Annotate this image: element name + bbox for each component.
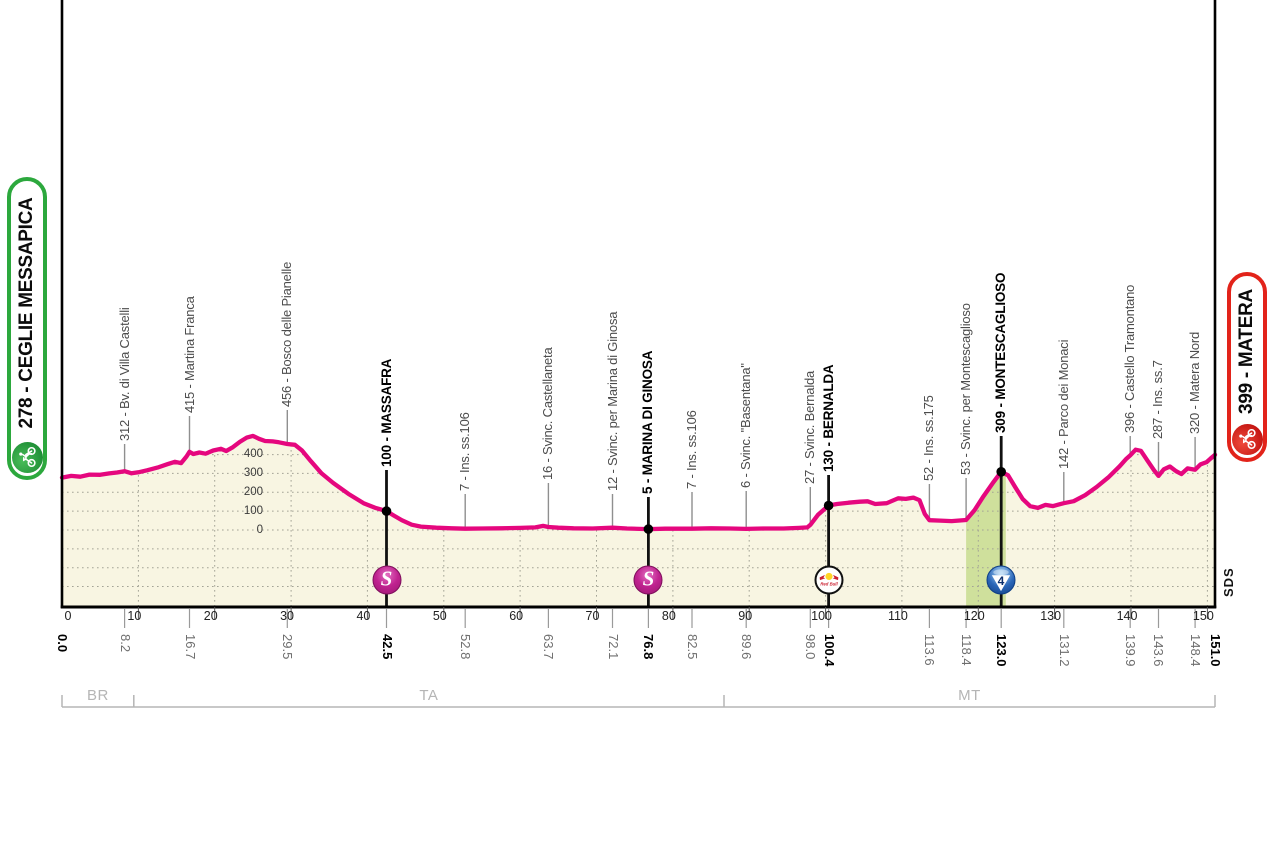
waypoint-km-label: 118.4 (959, 634, 975, 666)
cyclist-icon (11, 442, 43, 473)
waypoint-label: 52 - Ins. ss.175 (921, 395, 937, 481)
waypoint-label: 456 - Bosco delle Pianelle (279, 261, 295, 407)
sprint-marker: S (372, 565, 402, 595)
km-scale-number: 90 (738, 609, 753, 623)
waypoint-km-label: 113.6 (922, 634, 938, 666)
sprint-marker: S (633, 565, 663, 595)
waypoint-km-label: 98.0 (803, 634, 819, 660)
waypoint-label: 320 - Matera Nord (1187, 331, 1203, 434)
waypoint-label: 142 - Parco dei Monaci (1055, 339, 1071, 469)
waypoint-label: 7 - Ins. ss.106 (683, 410, 699, 489)
start-location-label: 278 - CEGLIE MESSAPICA (16, 197, 37, 429)
waypoint-km-label: 16.7 (182, 634, 198, 660)
waypoint-km-label: 131.2 (1056, 634, 1072, 667)
waypoint-km-label: 0.0 (55, 634, 70, 653)
waypoint-km-label: 29.5 (280, 634, 296, 660)
waypoint-label: 6 - Svinc. "Basentana" (738, 363, 754, 488)
waypoint-label: 16 - Svinc. Castellaneta (540, 347, 556, 481)
svg-text:4: 4 (998, 573, 1005, 587)
svg-text:Red Bull: Red Bull (820, 581, 838, 586)
waypoint-km-label: 143.6 (1151, 634, 1167, 667)
km-scale-number: 0 (64, 609, 72, 623)
waypoint-label: 5 - MARINA DI GINOSA (640, 350, 656, 494)
redbull-km-marker: Red Bull (814, 565, 844, 595)
waypoint-label: 312 - Bv. di Villa Castelli (116, 307, 132, 441)
province-label: MT (958, 687, 981, 704)
km-scale-number: 110 (887, 609, 908, 623)
finish-location-label: 399 - MATERA (1236, 289, 1257, 414)
km-scale-number: 150 (1192, 609, 1214, 623)
waypoint-label: 396 - Castello Tramontano (1122, 284, 1138, 433)
km-scale-number: 30 (280, 609, 295, 623)
elevation-tick-label: 200 (243, 485, 263, 498)
start-location-banner: 278 - CEGLIE MESSAPICA (7, 177, 47, 480)
waypoint-km-label: 139.9 (1123, 634, 1139, 667)
waypoint-label: 12 - Svinc. per Marina di Ginosa (604, 311, 620, 491)
waypoint-label: 415 - Martina Franca (181, 296, 197, 413)
waypoint-km-label: 72.1 (605, 634, 621, 660)
km-scale-number: 20 (203, 609, 218, 623)
km-scale-number: 140 (1116, 609, 1138, 623)
waypoint-label: 100 - MASSAFRA (378, 358, 394, 467)
elevation-tick-label: 400 (243, 448, 263, 461)
elevation-tick-label: 300 (243, 466, 263, 479)
km-scale-number: 60 (509, 609, 524, 623)
waypoint-km-label: 52.8 (458, 634, 474, 660)
waypoint-label: 287 - Ins. ss.7 (1150, 360, 1166, 439)
credit-sds: SDS (1221, 567, 1236, 597)
elevation-tick-label: 0 (256, 523, 263, 536)
waypoint-label: 53 - Svinc. per Montescaglioso (958, 303, 974, 475)
km-scale-number: 40 (356, 609, 371, 623)
cyclist-icon (1231, 424, 1263, 455)
kom-cat4-marker: 4 (986, 565, 1016, 595)
km-scale-number: 130 (1040, 609, 1062, 623)
waypoint-km-label: 76.8 (641, 634, 657, 660)
km-scale-number: 80 (661, 609, 676, 623)
waypoint-label: 130 - BERNALDA (820, 364, 836, 472)
waypoint-km-label: 100.4 (821, 634, 837, 667)
waypoint-km-label: 148.4 (1188, 634, 1204, 667)
waypoint-label: 309 - MONTESCAGLIOSO (993, 272, 1009, 433)
waypoint-km-label: 8.2 (117, 634, 133, 653)
km-scale-number: 70 (585, 609, 600, 623)
km-scale-number: 10 (127, 609, 142, 623)
waypoint-km-label: 63.7 (541, 634, 557, 660)
km-scale-number: 120 (963, 609, 985, 623)
elevation-tick-label: 100 (243, 504, 263, 517)
province-label: BR (86, 687, 109, 704)
waypoint-label: 7 - Ins. ss.106 (457, 412, 473, 491)
province-label: TA (419, 687, 439, 704)
waypoint-km-label: 151.0 (1208, 634, 1223, 667)
finish-location-banner: 399 - MATERA (1227, 272, 1267, 462)
km-scale-number: 100 (811, 609, 832, 623)
km-scale-number: 50 (432, 609, 447, 623)
waypoint-km-label: 82.5 (684, 634, 700, 660)
waypoint-label: 27 - Svinc. Bernalda (802, 370, 818, 484)
waypoint-km-label: 89.6 (739, 634, 755, 660)
waypoint-km-label: 123.0 (994, 634, 1010, 667)
waypoint-km-label: 42.5 (379, 634, 395, 660)
